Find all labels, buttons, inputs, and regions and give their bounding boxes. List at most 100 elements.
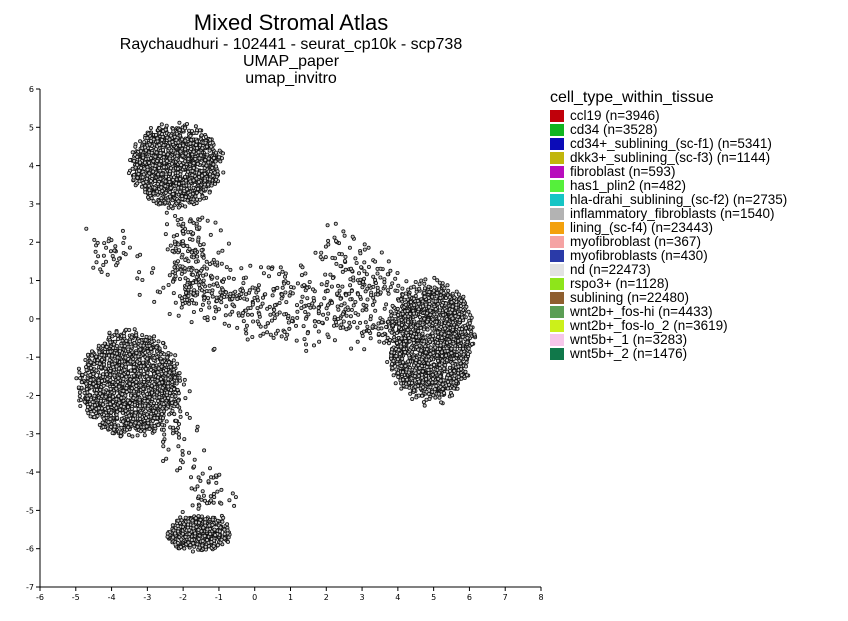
scatter-point	[404, 384, 409, 389]
scatter-point	[138, 347, 143, 352]
scatter-point	[182, 546, 187, 551]
scatter-point	[193, 259, 198, 264]
scatter-point	[358, 320, 363, 325]
scatter-point	[101, 412, 106, 417]
scatter-point	[206, 296, 211, 301]
scatter-point	[156, 165, 161, 170]
scatter-point	[183, 147, 188, 152]
scatter-point	[452, 331, 457, 336]
scatter-point	[143, 190, 148, 195]
scatter-point	[144, 176, 149, 181]
scatter-point	[416, 379, 421, 384]
scatter-point	[171, 177, 176, 182]
scatter-point	[124, 389, 129, 394]
scatter-point	[156, 366, 161, 371]
scatter-point	[144, 424, 149, 429]
scatter-point	[437, 362, 442, 367]
scatter-point	[389, 353, 394, 358]
scatter-point	[142, 393, 147, 398]
scatter-point	[137, 160, 142, 165]
scatter-point	[426, 367, 431, 372]
scatter-point	[196, 180, 201, 185]
scatter-point	[460, 315, 465, 320]
scatter-point	[397, 325, 402, 330]
scatter-point	[400, 331, 405, 336]
scatter-point	[144, 334, 149, 339]
scatter-point	[423, 335, 428, 340]
scatter-point	[193, 156, 198, 161]
scatter-point	[134, 383, 139, 388]
scatter-point	[185, 243, 190, 248]
scatter-point	[195, 161, 200, 166]
scatter-point	[461, 294, 466, 299]
scatter-point	[98, 409, 103, 414]
scatter-point	[176, 391, 181, 396]
scatter-point	[215, 543, 220, 548]
scatter-point	[200, 194, 205, 199]
scatter-point	[170, 379, 175, 384]
scatter-point	[210, 140, 215, 145]
scatter-point	[456, 374, 461, 379]
scatter-point	[131, 373, 136, 378]
scatter-point	[176, 518, 181, 523]
scatter-point	[203, 187, 208, 192]
scatter-point	[401, 342, 406, 347]
scatter-point	[444, 308, 449, 313]
scatter-point	[104, 372, 109, 377]
scatter-point	[220, 519, 225, 524]
scatter-point	[100, 420, 105, 425]
scatter-point	[126, 432, 131, 437]
scatter-point	[94, 387, 99, 392]
scatter-point	[156, 172, 161, 177]
scatter-point	[145, 356, 150, 361]
scatter-point	[167, 137, 172, 142]
scatter-point	[138, 416, 143, 421]
scatter-point	[82, 390, 87, 395]
scatter-point	[441, 366, 446, 371]
scatter-point	[424, 389, 429, 394]
scatter-point	[428, 312, 433, 317]
scatter-point	[160, 416, 165, 421]
scatter-point	[425, 327, 430, 332]
scatter-point	[200, 302, 205, 307]
scatter-point	[179, 271, 184, 276]
scatter-point	[175, 166, 180, 171]
scatter-point	[156, 399, 161, 404]
scatter-point	[430, 389, 435, 394]
scatter-point	[158, 176, 163, 181]
scatter-point	[410, 334, 415, 339]
scatter-point	[146, 131, 151, 136]
scatter-point	[188, 179, 193, 184]
scatter-point	[349, 288, 354, 293]
scatter-point	[191, 161, 196, 166]
scatter-point	[129, 335, 134, 340]
scatter-point	[158, 151, 163, 156]
scatter-point	[78, 376, 83, 381]
scatter-points	[74, 120, 478, 554]
scatter-point	[88, 402, 93, 407]
scatter-point	[407, 353, 412, 358]
scatter-point	[194, 190, 199, 195]
scatter-point	[168, 243, 173, 248]
scatter-point	[111, 342, 116, 347]
scatter-point	[151, 364, 156, 369]
scatter-point	[452, 368, 457, 373]
scatter-point	[115, 415, 120, 420]
scatter-point	[117, 349, 122, 354]
scatter-point	[194, 201, 199, 206]
scatter-point	[151, 159, 156, 164]
scatter-point	[220, 151, 225, 156]
scatter-point	[192, 288, 197, 293]
scatter-point	[209, 183, 214, 188]
scatter-point	[405, 308, 410, 313]
scatter-point	[422, 339, 427, 344]
scatter-point	[170, 535, 175, 540]
scatter-point	[208, 172, 213, 177]
scatter-point	[123, 355, 128, 360]
scatter-point	[130, 150, 135, 155]
scatter-point	[452, 295, 457, 300]
scatter-point	[450, 304, 455, 309]
scatter-point	[417, 282, 422, 287]
scatter-point	[116, 376, 121, 381]
